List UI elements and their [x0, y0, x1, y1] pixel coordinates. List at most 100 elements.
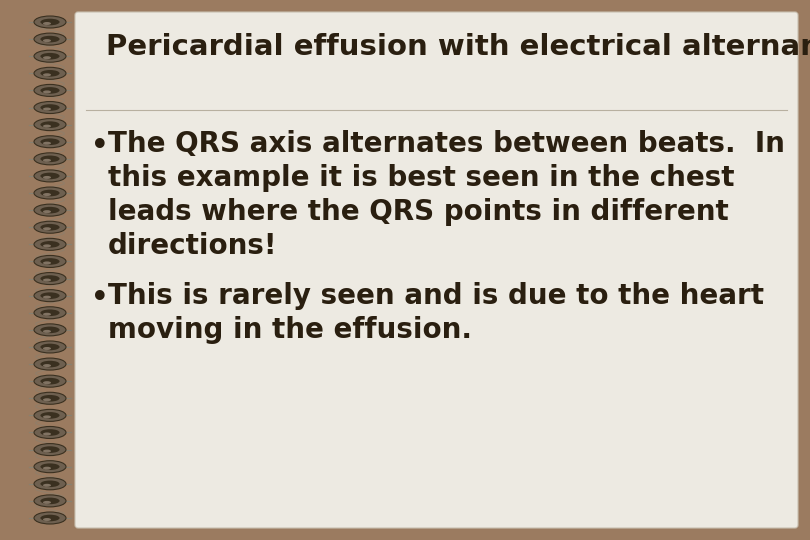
Ellipse shape — [34, 187, 66, 199]
FancyBboxPatch shape — [75, 12, 798, 528]
Ellipse shape — [34, 443, 66, 456]
Ellipse shape — [43, 159, 51, 162]
Ellipse shape — [40, 190, 60, 197]
Ellipse shape — [40, 138, 60, 145]
Text: directions!: directions! — [108, 232, 278, 260]
Ellipse shape — [43, 381, 51, 384]
Ellipse shape — [43, 450, 51, 453]
Ellipse shape — [34, 512, 66, 524]
Ellipse shape — [40, 19, 60, 25]
Text: •: • — [90, 130, 109, 163]
Ellipse shape — [43, 279, 51, 281]
Ellipse shape — [34, 33, 66, 45]
Ellipse shape — [43, 107, 51, 111]
Ellipse shape — [34, 136, 66, 148]
Ellipse shape — [43, 244, 51, 247]
Ellipse shape — [43, 484, 51, 487]
Ellipse shape — [34, 255, 66, 267]
Ellipse shape — [43, 433, 51, 435]
Ellipse shape — [43, 330, 51, 333]
Text: this example it is best seen in the chest: this example it is best seen in the ches… — [108, 164, 735, 192]
Ellipse shape — [34, 289, 66, 302]
Ellipse shape — [34, 153, 66, 165]
Text: leads where the QRS points in different: leads where the QRS points in different — [108, 198, 729, 226]
Text: The QRS axis alternates between beats.  In: The QRS axis alternates between beats. I… — [108, 130, 785, 158]
Ellipse shape — [34, 495, 66, 507]
Ellipse shape — [40, 122, 60, 128]
Ellipse shape — [43, 193, 51, 196]
Ellipse shape — [40, 412, 60, 418]
Ellipse shape — [43, 415, 51, 418]
Ellipse shape — [43, 176, 51, 179]
Ellipse shape — [40, 87, 60, 94]
Ellipse shape — [40, 275, 60, 282]
Ellipse shape — [40, 429, 60, 436]
Ellipse shape — [40, 395, 60, 402]
Ellipse shape — [43, 261, 51, 265]
Ellipse shape — [40, 224, 60, 231]
Ellipse shape — [43, 90, 51, 93]
Ellipse shape — [34, 84, 66, 97]
Text: moving in the effusion.: moving in the effusion. — [108, 316, 472, 344]
Ellipse shape — [40, 361, 60, 367]
Ellipse shape — [34, 102, 66, 113]
Ellipse shape — [43, 399, 51, 401]
Ellipse shape — [34, 238, 66, 251]
Ellipse shape — [40, 497, 60, 504]
Ellipse shape — [40, 70, 60, 77]
Ellipse shape — [40, 292, 60, 299]
Ellipse shape — [40, 258, 60, 265]
Ellipse shape — [34, 307, 66, 319]
Ellipse shape — [40, 53, 60, 59]
Ellipse shape — [43, 39, 51, 42]
Ellipse shape — [40, 241, 60, 248]
Ellipse shape — [40, 156, 60, 162]
Ellipse shape — [34, 358, 66, 370]
Text: •: • — [90, 282, 109, 315]
Ellipse shape — [43, 467, 51, 470]
Ellipse shape — [40, 481, 60, 487]
Ellipse shape — [34, 273, 66, 285]
Ellipse shape — [40, 515, 60, 521]
Ellipse shape — [40, 327, 60, 333]
Ellipse shape — [43, 141, 51, 145]
Ellipse shape — [34, 478, 66, 490]
Ellipse shape — [43, 313, 51, 316]
Ellipse shape — [34, 461, 66, 472]
Ellipse shape — [34, 170, 66, 182]
Ellipse shape — [40, 173, 60, 179]
Ellipse shape — [34, 392, 66, 404]
Ellipse shape — [34, 324, 66, 336]
Ellipse shape — [34, 119, 66, 131]
Ellipse shape — [43, 501, 51, 504]
Ellipse shape — [34, 221, 66, 233]
Ellipse shape — [34, 204, 66, 216]
Ellipse shape — [40, 378, 60, 384]
Ellipse shape — [34, 50, 66, 62]
Ellipse shape — [43, 56, 51, 59]
Ellipse shape — [34, 341, 66, 353]
Ellipse shape — [43, 296, 51, 299]
Ellipse shape — [34, 68, 66, 79]
Ellipse shape — [34, 409, 66, 421]
Ellipse shape — [43, 364, 51, 367]
Ellipse shape — [34, 16, 66, 28]
Ellipse shape — [43, 210, 51, 213]
Ellipse shape — [43, 73, 51, 76]
Ellipse shape — [40, 309, 60, 316]
Text: Pericardial effusion with electrical alternans: Pericardial effusion with electrical alt… — [106, 33, 810, 61]
Ellipse shape — [43, 22, 51, 25]
Ellipse shape — [34, 375, 66, 387]
Ellipse shape — [40, 446, 60, 453]
Ellipse shape — [40, 343, 60, 350]
Ellipse shape — [43, 518, 51, 521]
Ellipse shape — [43, 347, 51, 350]
Ellipse shape — [40, 207, 60, 213]
Ellipse shape — [43, 125, 51, 127]
Ellipse shape — [40, 36, 60, 43]
Ellipse shape — [40, 463, 60, 470]
Ellipse shape — [34, 427, 66, 438]
Ellipse shape — [43, 227, 51, 230]
Text: This is rarely seen and is due to the heart: This is rarely seen and is due to the he… — [108, 282, 764, 310]
Ellipse shape — [40, 104, 60, 111]
